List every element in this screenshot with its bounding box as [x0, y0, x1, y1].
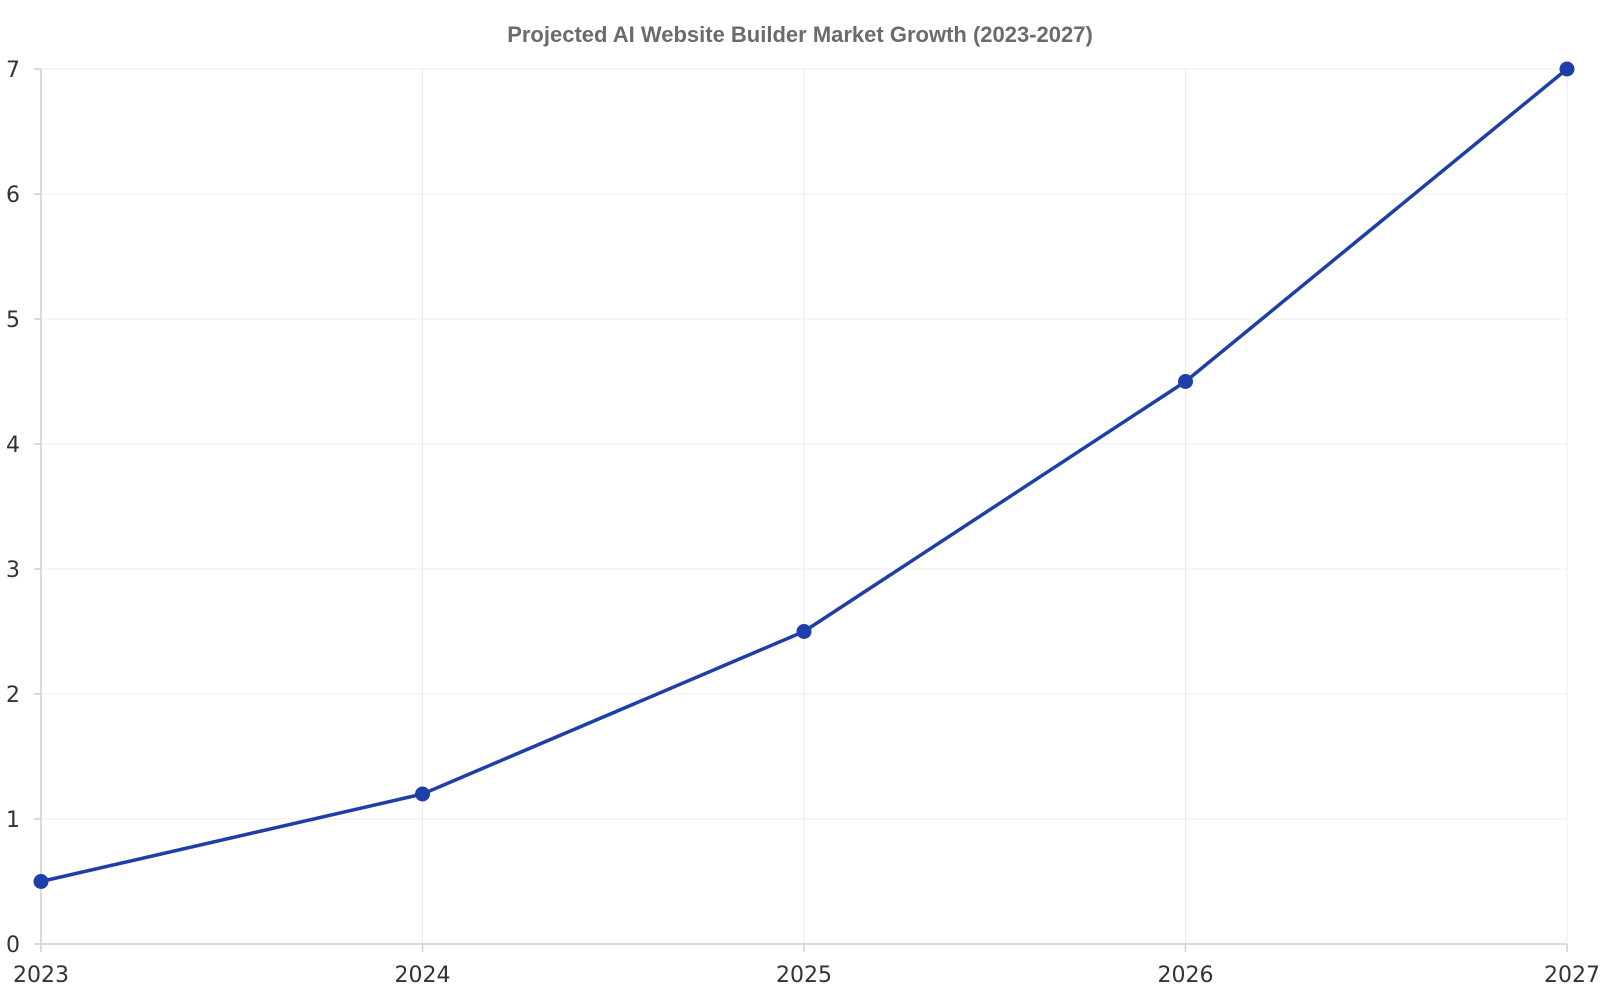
y-tick-label: 6: [6, 183, 20, 208]
data-point[interactable]: [1178, 374, 1193, 389]
y-tick-label: 3: [6, 558, 20, 583]
x-tick-label: 2026: [1158, 963, 1214, 988]
axes: [34, 68, 1568, 952]
y-tick-label: 5: [6, 308, 20, 333]
grid-lines: [41, 68, 1568, 944]
x-tick-label: 2025: [776, 963, 832, 988]
y-tick-label: 7: [6, 58, 20, 83]
x-tick-label: 2023: [13, 963, 69, 988]
data-point[interactable]: [415, 786, 430, 802]
series-layer: [33, 61, 1575, 889]
y-tick-label: 2: [6, 683, 20, 708]
y-tick-label: 0: [6, 933, 20, 958]
x-tick-label: 2027: [1544, 963, 1600, 988]
y-tick-label: 4: [6, 433, 20, 458]
y-tick-label: 1: [6, 808, 20, 833]
tick-labels: 0 1 2 3 4 5 6 7 2023 2024 2025 2026 2027: [6, 58, 1600, 988]
data-point[interactable]: [796, 624, 812, 639]
data-point[interactable]: [33, 874, 49, 889]
chart-title: Projected AI Website Builder Market Grow…: [507, 22, 1093, 47]
x-tick-label: 2024: [395, 963, 451, 988]
data-point[interactable]: [1559, 61, 1575, 77]
